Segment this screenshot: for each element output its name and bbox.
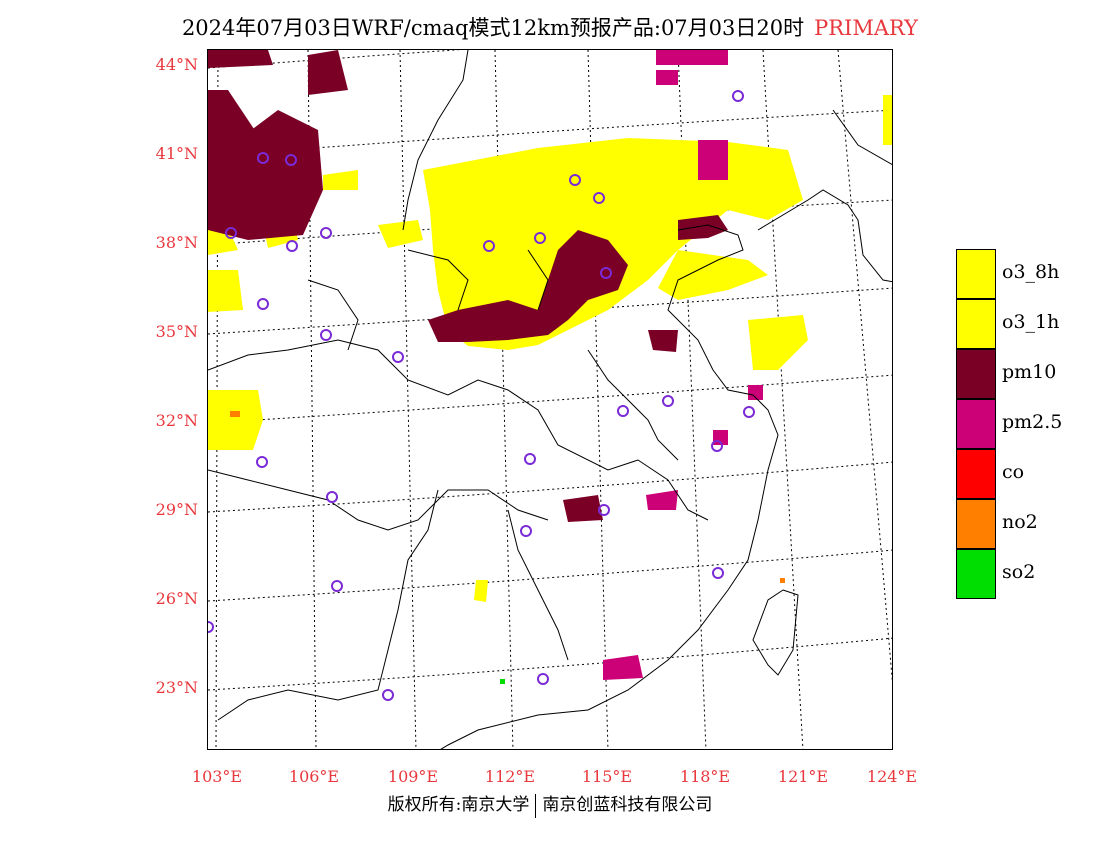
legend-item-o3-1h: o3_1h — [956, 299, 1100, 349]
legend-swatch — [956, 499, 996, 549]
lat-label-35n: 35°N — [155, 322, 198, 341]
copyright-right: 南京创蓝科技有限公司 — [542, 795, 713, 815]
legend-label: o3_8h — [1002, 261, 1060, 283]
lat-label-32n: 32°N — [155, 411, 198, 430]
legend-label: so2 — [1002, 561, 1036, 583]
legend-swatch — [956, 249, 996, 299]
lat-label-44n: 44°N — [155, 55, 198, 74]
legend-item-no2: no2 — [956, 499, 1100, 549]
lat-label-23n: 23°N — [155, 678, 198, 697]
minor-patches — [230, 411, 785, 684]
legend-swatch — [956, 549, 996, 599]
lat-label-41n: 41°N — [155, 144, 198, 163]
lon-label-106e: 106°E — [288, 767, 340, 786]
primary-pollutant-map — [208, 50, 892, 749]
lat-label-29n: 29°N — [155, 500, 198, 519]
legend-swatch — [956, 299, 996, 349]
legend-item-co: co — [956, 449, 1100, 499]
lon-label-115e: 115°E — [581, 767, 633, 786]
legend-label: o3_1h — [1002, 311, 1060, 333]
title-text: 2024年07月03日WRF/cmaq模式12km预报产品:07月03日20时 — [181, 16, 805, 40]
lon-label-109e: 109°E — [387, 767, 439, 786]
map-title: 2024年07月03日WRF/cmaq模式12km预报产品:07月03日20时 P… — [0, 12, 1100, 42]
legend-label: no2 — [1002, 511, 1038, 533]
title-primary-tag: PRIMARY — [814, 16, 919, 40]
lon-label-103e: 103°E — [191, 767, 243, 786]
lon-label-121e: 121°E — [777, 767, 829, 786]
legend-item-so2: so2 — [956, 549, 1100, 599]
footer-divider — [535, 793, 537, 818]
boundaries — [208, 50, 892, 749]
legend-label: co — [1002, 461, 1025, 483]
legend-item-pm10: pm10 — [956, 349, 1100, 399]
lon-label-124e: 124°E — [866, 767, 918, 786]
legend-swatch — [956, 349, 996, 399]
legend-label: pm2.5 — [1002, 411, 1063, 433]
pm10-patches — [208, 50, 728, 522]
map-panel — [207, 49, 893, 750]
lat-label-38n: 38°N — [155, 233, 198, 252]
copyright-footer: 版权所有:南京大学 南京创蓝科技有限公司 — [0, 790, 1100, 818]
pollutant-legend: o3_8h o3_1h pm10 pm2.5 co no2 so2 — [956, 249, 1100, 599]
lon-label-112e: 112°E — [484, 767, 536, 786]
legend-item-pm25: pm2.5 — [956, 399, 1100, 449]
legend-swatch — [956, 449, 996, 499]
station-markers — [208, 90, 755, 701]
legend-swatch — [956, 399, 996, 449]
legend-label: pm10 — [1002, 361, 1057, 383]
copyright-left: 版权所有:南京大学 — [387, 795, 530, 815]
lon-label-118e: 118°E — [679, 767, 731, 786]
o3-patches — [208, 95, 892, 602]
lat-label-26n: 26°N — [155, 589, 198, 608]
legend-item-o3-8h: o3_8h — [956, 249, 1100, 299]
